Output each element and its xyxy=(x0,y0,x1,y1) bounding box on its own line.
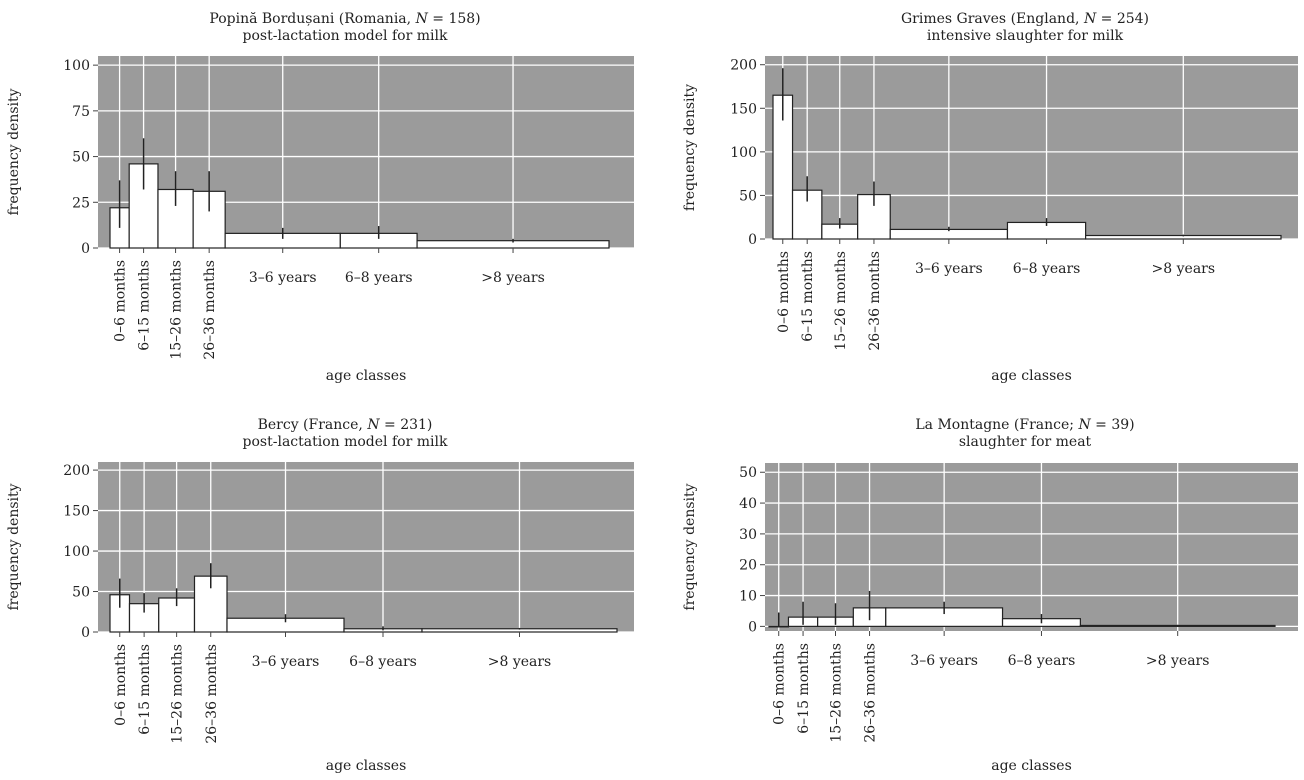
x-tick-label: 6–8 years xyxy=(349,654,417,670)
x-tick-label: 6–15 months xyxy=(137,260,153,351)
y-tick-label: 150 xyxy=(730,101,757,117)
title-part: La Montagne (France; xyxy=(915,417,1078,433)
plot-background xyxy=(765,56,1298,239)
x-tick-label: 6–8 years xyxy=(345,270,413,286)
y-tick-label: 0 xyxy=(748,619,757,635)
y-axis-label: frequency density xyxy=(6,483,22,610)
chart-panel-2: Grimes Graves (England, N = 254)intensiv… xyxy=(682,11,1298,384)
y-tick-label: 50 xyxy=(72,585,90,601)
chart-subtitle: slaughter for meat xyxy=(959,434,1092,450)
y-tick-label: 25 xyxy=(72,195,90,211)
title-n-symbol: N xyxy=(1083,11,1097,27)
x-tick-label: >8 years xyxy=(1146,653,1210,669)
title-n-symbol: N xyxy=(1077,417,1091,433)
title-n-symbol: N xyxy=(415,11,429,27)
y-axis-label: frequency density xyxy=(682,483,698,610)
y-tick-label: 50 xyxy=(739,465,757,481)
title-part: = 254) xyxy=(1096,11,1149,27)
x-tick-label: 6–15 months xyxy=(796,643,812,734)
y-tick-label: 0 xyxy=(81,241,90,257)
x-axis-label: age classes xyxy=(991,368,1072,384)
chart-panel-3: Bercy (France, N = 231)post-lactation mo… xyxy=(6,417,634,774)
y-tick-label: 100 xyxy=(730,145,757,161)
x-tick-label: 6–8 years xyxy=(1008,653,1076,669)
x-tick-label: 15–26 months xyxy=(170,644,186,744)
title-part: = 158) xyxy=(428,11,481,27)
x-tick-label: 3–6 years xyxy=(915,261,983,277)
title-part: Bercy (France, xyxy=(258,417,368,433)
title-part: Popină Bordușani (Romania, xyxy=(209,11,415,27)
chart-subtitle: post-lactation model for milk xyxy=(243,28,448,44)
x-tick-label: 6–15 months xyxy=(800,251,816,342)
x-axis-label: age classes xyxy=(326,758,407,774)
y-tick-label: 0 xyxy=(748,232,757,248)
x-tick-label: 3–6 years xyxy=(249,270,317,286)
x-tick-label: 26–36 months xyxy=(867,251,883,351)
x-tick-label: 26–36 months xyxy=(202,260,218,360)
x-tick-label: 15–26 months xyxy=(828,643,844,743)
title-part: = 39) xyxy=(1091,417,1135,433)
x-axis-label: age classes xyxy=(991,758,1072,774)
bar xyxy=(768,625,790,628)
x-tick-label: 0–6 months xyxy=(113,260,129,342)
x-tick-label: 6–8 years xyxy=(1013,261,1081,277)
y-tick-label: 10 xyxy=(739,589,757,605)
title-n-symbol: N xyxy=(366,417,380,433)
x-tick-label: 3–6 years xyxy=(910,653,978,669)
chart-title: Grimes Graves (England, N = 254) xyxy=(901,11,1149,27)
y-axis-label: frequency density xyxy=(6,88,22,215)
chart-panel-4: La Montagne (France; N = 39)slaughter fo… xyxy=(682,417,1298,774)
chart-subtitle: intensive slaughter for milk xyxy=(927,28,1124,44)
plot-background xyxy=(765,463,1298,631)
chart-title: Popină Bordușani (Romania, N = 158) xyxy=(209,11,480,27)
x-tick-label: 0–6 months xyxy=(772,643,788,725)
y-tick-label: 50 xyxy=(72,150,90,166)
y-tick-label: 40 xyxy=(739,496,757,512)
y-tick-label: 50 xyxy=(739,188,757,204)
x-tick-label: 26–36 months xyxy=(204,644,220,744)
y-tick-label: 100 xyxy=(63,58,90,74)
x-tick-label: 0–6 months xyxy=(776,251,792,333)
x-axis-label: age classes xyxy=(326,368,407,384)
x-tick-label: 26–36 months xyxy=(863,643,879,743)
y-tick-label: 75 xyxy=(72,104,90,120)
title-part: Grimes Graves (England, xyxy=(901,11,1084,27)
y-axis-label: frequency density xyxy=(682,84,698,211)
y-tick-label: 200 xyxy=(63,463,90,479)
x-tick-label: 3–6 years xyxy=(252,654,320,670)
chart-title: Bercy (France, N = 231) xyxy=(258,417,433,433)
x-tick-label: 15–26 months xyxy=(833,251,849,351)
chart-title: La Montagne (France; N = 39) xyxy=(915,417,1134,433)
x-tick-label: 6–15 months xyxy=(137,644,153,735)
x-tick-label: >8 years xyxy=(481,270,545,286)
chart-subtitle: post-lactation model for milk xyxy=(243,434,448,450)
y-tick-label: 20 xyxy=(739,558,757,574)
x-tick-label: 0–6 months xyxy=(113,644,129,726)
y-tick-label: 30 xyxy=(739,527,757,543)
y-tick-label: 200 xyxy=(730,58,757,74)
title-part: = 231) xyxy=(380,417,433,433)
x-tick-label: >8 years xyxy=(1152,261,1216,277)
chart-panel-1: Popină Bordușani (Romania, N = 158)post-… xyxy=(6,11,634,384)
x-tick-label: 15–26 months xyxy=(169,260,185,360)
y-tick-label: 150 xyxy=(63,504,90,520)
x-tick-label: >8 years xyxy=(488,654,552,670)
y-tick-label: 0 xyxy=(81,625,90,641)
y-tick-label: 100 xyxy=(63,544,90,560)
